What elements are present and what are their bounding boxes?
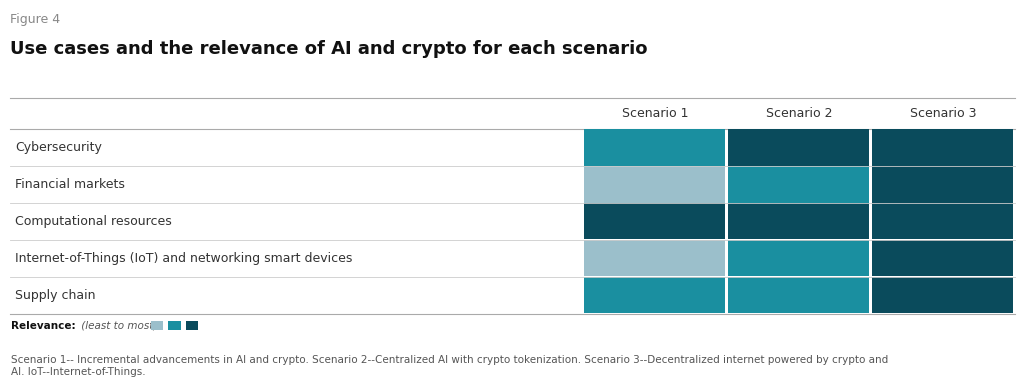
Text: Use cases and the relevance of AI and crypto for each scenario: Use cases and the relevance of AI and cr…: [10, 40, 647, 59]
Bar: [871, 277, 1013, 313]
Bar: [728, 129, 868, 166]
Text: Computational resources: Computational resources: [15, 215, 172, 228]
Bar: [728, 277, 868, 313]
Bar: [728, 203, 868, 239]
Text: Internet-of-Things (IoT) and networking smart devices: Internet-of-Things (IoT) and networking …: [15, 252, 353, 265]
Bar: [584, 240, 725, 276]
Text: Cybersecurity: Cybersecurity: [15, 141, 102, 154]
Bar: [871, 129, 1013, 166]
Bar: [151, 321, 163, 330]
Text: Scenario 3: Scenario 3: [909, 107, 975, 120]
Text: Scenario 2: Scenario 2: [765, 107, 832, 120]
Text: Financial markets: Financial markets: [15, 178, 125, 191]
Bar: [871, 240, 1013, 276]
Text: Figure 4: Figure 4: [10, 13, 60, 27]
Bar: [871, 166, 1013, 203]
Bar: [584, 129, 725, 166]
Bar: [871, 203, 1013, 239]
Bar: [728, 240, 868, 276]
Text: Scenario 1: Scenario 1: [621, 107, 688, 120]
Bar: [728, 166, 868, 203]
Text: Scenario 1-- Incremental advancements in AI and crypto. Scenario 2--Centralized : Scenario 1-- Incremental advancements in…: [11, 355, 888, 377]
Text: (least to most): (least to most): [77, 321, 157, 331]
Bar: [584, 166, 725, 203]
Text: Relevance:: Relevance:: [11, 321, 75, 331]
Bar: [584, 203, 725, 239]
Bar: [185, 321, 198, 330]
Bar: [584, 277, 725, 313]
Text: Supply chain: Supply chain: [15, 289, 96, 302]
Bar: [168, 321, 180, 330]
